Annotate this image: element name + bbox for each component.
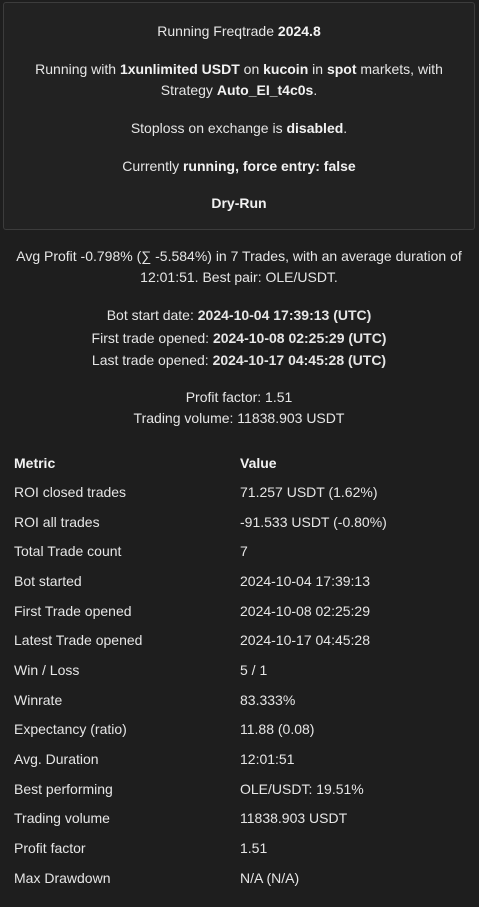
metric-cell: Win / Loss <box>14 661 80 678</box>
table-row: Profit factor 1.51 <box>8 833 473 863</box>
strategy-line: Strategy Auto_EI_t4c0s. <box>160 82 318 98</box>
value-cell: -91.533 USDT (-0.80%) <box>240 513 387 530</box>
table-row: Expectancy (ratio) 11.88 (0.08) <box>8 715 473 745</box>
table-row: First Trade opened 2024-10-08 02:25:29 <box>8 596 473 626</box>
metric-cell: Latest Trade opened <box>14 632 143 649</box>
value-cell: 2024-10-08 02:25:29 <box>240 602 370 619</box>
table-row: Best performing OLE/USDT: 19.51% <box>8 774 473 804</box>
stake-value: 1xunlimited USDT <box>119 61 240 77</box>
table-row: ROI closed trades 71.257 USDT (1.62%) <box>8 477 473 507</box>
metric-cell: ROI all trades <box>14 513 100 530</box>
version-line: Running Freqtrade 2024.8 <box>157 23 321 39</box>
bot-status-panel: Running Freqtrade 2024.8 Running with 1x… <box>3 2 475 904</box>
bot-info-box: Running Freqtrade 2024.8 Running with 1x… <box>3 2 475 230</box>
volume-summary: Profit factor: 1.51 Trading volume: 1183… <box>3 387 475 429</box>
value-cell: 12:01:51 <box>240 751 295 768</box>
value-cell: 71.257 USDT (1.62%) <box>240 483 378 500</box>
metric-cell: Bot started <box>14 572 82 589</box>
metrics-table: Metric Value ROI closed trades 71.257 USD… <box>8 449 473 893</box>
profit-factor-line: Profit factor: 1.51 <box>185 389 293 405</box>
force-entry-value: , force entry: false <box>235 158 356 174</box>
table-row: Winrate 83.333% <box>8 685 473 715</box>
first-trade-line: First trade opened: 2024-10-08 02:25:29 … <box>91 329 387 346</box>
metric-cell: Avg. Duration <box>14 751 99 768</box>
version-value: 2024.8 <box>277 23 321 39</box>
mode-line: Dry-Run <box>4 193 474 213</box>
value-cell: 2024-10-04 17:39:13 <box>240 572 370 589</box>
value-cell: N/A (N/A) <box>240 869 300 886</box>
value-cell: 7 <box>240 543 248 560</box>
value-cell: 1.51 <box>240 840 268 857</box>
value-cell: 83.333% <box>240 691 296 708</box>
table-row: Total Trade count 7 <box>8 536 473 566</box>
metric-cell: Winrate <box>14 691 63 708</box>
table-row: Bot started 2024-10-04 17:39:13 <box>8 566 473 596</box>
strategy-value: Auto_EI_t4c0s <box>216 82 314 98</box>
stoploss-line: Stoploss on exchange is disabled. <box>130 120 348 136</box>
exchange-value: kucoin <box>263 61 309 77</box>
metric-cell: Best performing <box>14 780 113 797</box>
last-trade-line: Last trade opened: 2024-10-17 04:45:28 (… <box>91 352 387 368</box>
trading-volume-line: Trading volume: 11838.903 USDT <box>133 410 345 426</box>
trade-dates-summary: Bot start date: 2024-10-04 17:39:13 (UTC… <box>3 304 475 372</box>
metric-cell: First Trade opened <box>14 602 132 619</box>
table-row: Max Drawdown N/A (N/A) <box>8 863 473 893</box>
stoploss-state: disabled <box>286 120 344 136</box>
running-with-line: Running with 1xunlimited USDT on kucoin … <box>35 61 443 77</box>
metric-cell: ROI closed trades <box>14 483 127 500</box>
table-row: Win / Loss 5 / 1 <box>8 655 473 685</box>
metric-cell: Total Trade count <box>14 543 122 560</box>
mode-badge: Dry-Run <box>211 195 267 211</box>
metric-cell: Profit factor <box>14 840 86 857</box>
metric-column-header: Metric <box>14 455 56 471</box>
metric-cell: Trading volume <box>14 810 110 827</box>
table-row: Avg. Duration 12:01:51 <box>8 744 473 774</box>
run-state-value: running <box>182 158 236 174</box>
value-cell: 11838.903 USDT <box>240 810 348 827</box>
market-value: spot <box>326 61 357 77</box>
value-cell: 11.88 (0.08) <box>240 721 315 738</box>
table-row: Latest Trade opened 2024-10-17 04:45:28 <box>8 625 473 655</box>
value-cell: OLE/USDT: 19.51% <box>240 780 364 797</box>
value-cell: 2024-10-17 04:45:28 <box>240 632 370 649</box>
value-column-header: Value <box>240 455 277 471</box>
table-header-row: Metric Value <box>8 449 473 477</box>
bot-start-line: Bot start date: 2024-10-04 17:39:13 (UTC… <box>106 307 372 323</box>
table-row: ROI all trades -91.533 USDT (-0.80%) <box>8 507 473 537</box>
value-cell: 5 / 1 <box>240 661 268 678</box>
run-state-line: Currently running, force entry: false <box>122 158 356 174</box>
metric-cell: Max Drawdown <box>14 869 111 886</box>
table-row: Trading volume 11838.903 USDT <box>8 804 473 834</box>
metric-cell: Expectancy (ratio) <box>14 721 127 738</box>
avg-profit-summary: Avg Profit -0.798% (∑ -5.584%) in 7 Trad… <box>16 248 462 285</box>
